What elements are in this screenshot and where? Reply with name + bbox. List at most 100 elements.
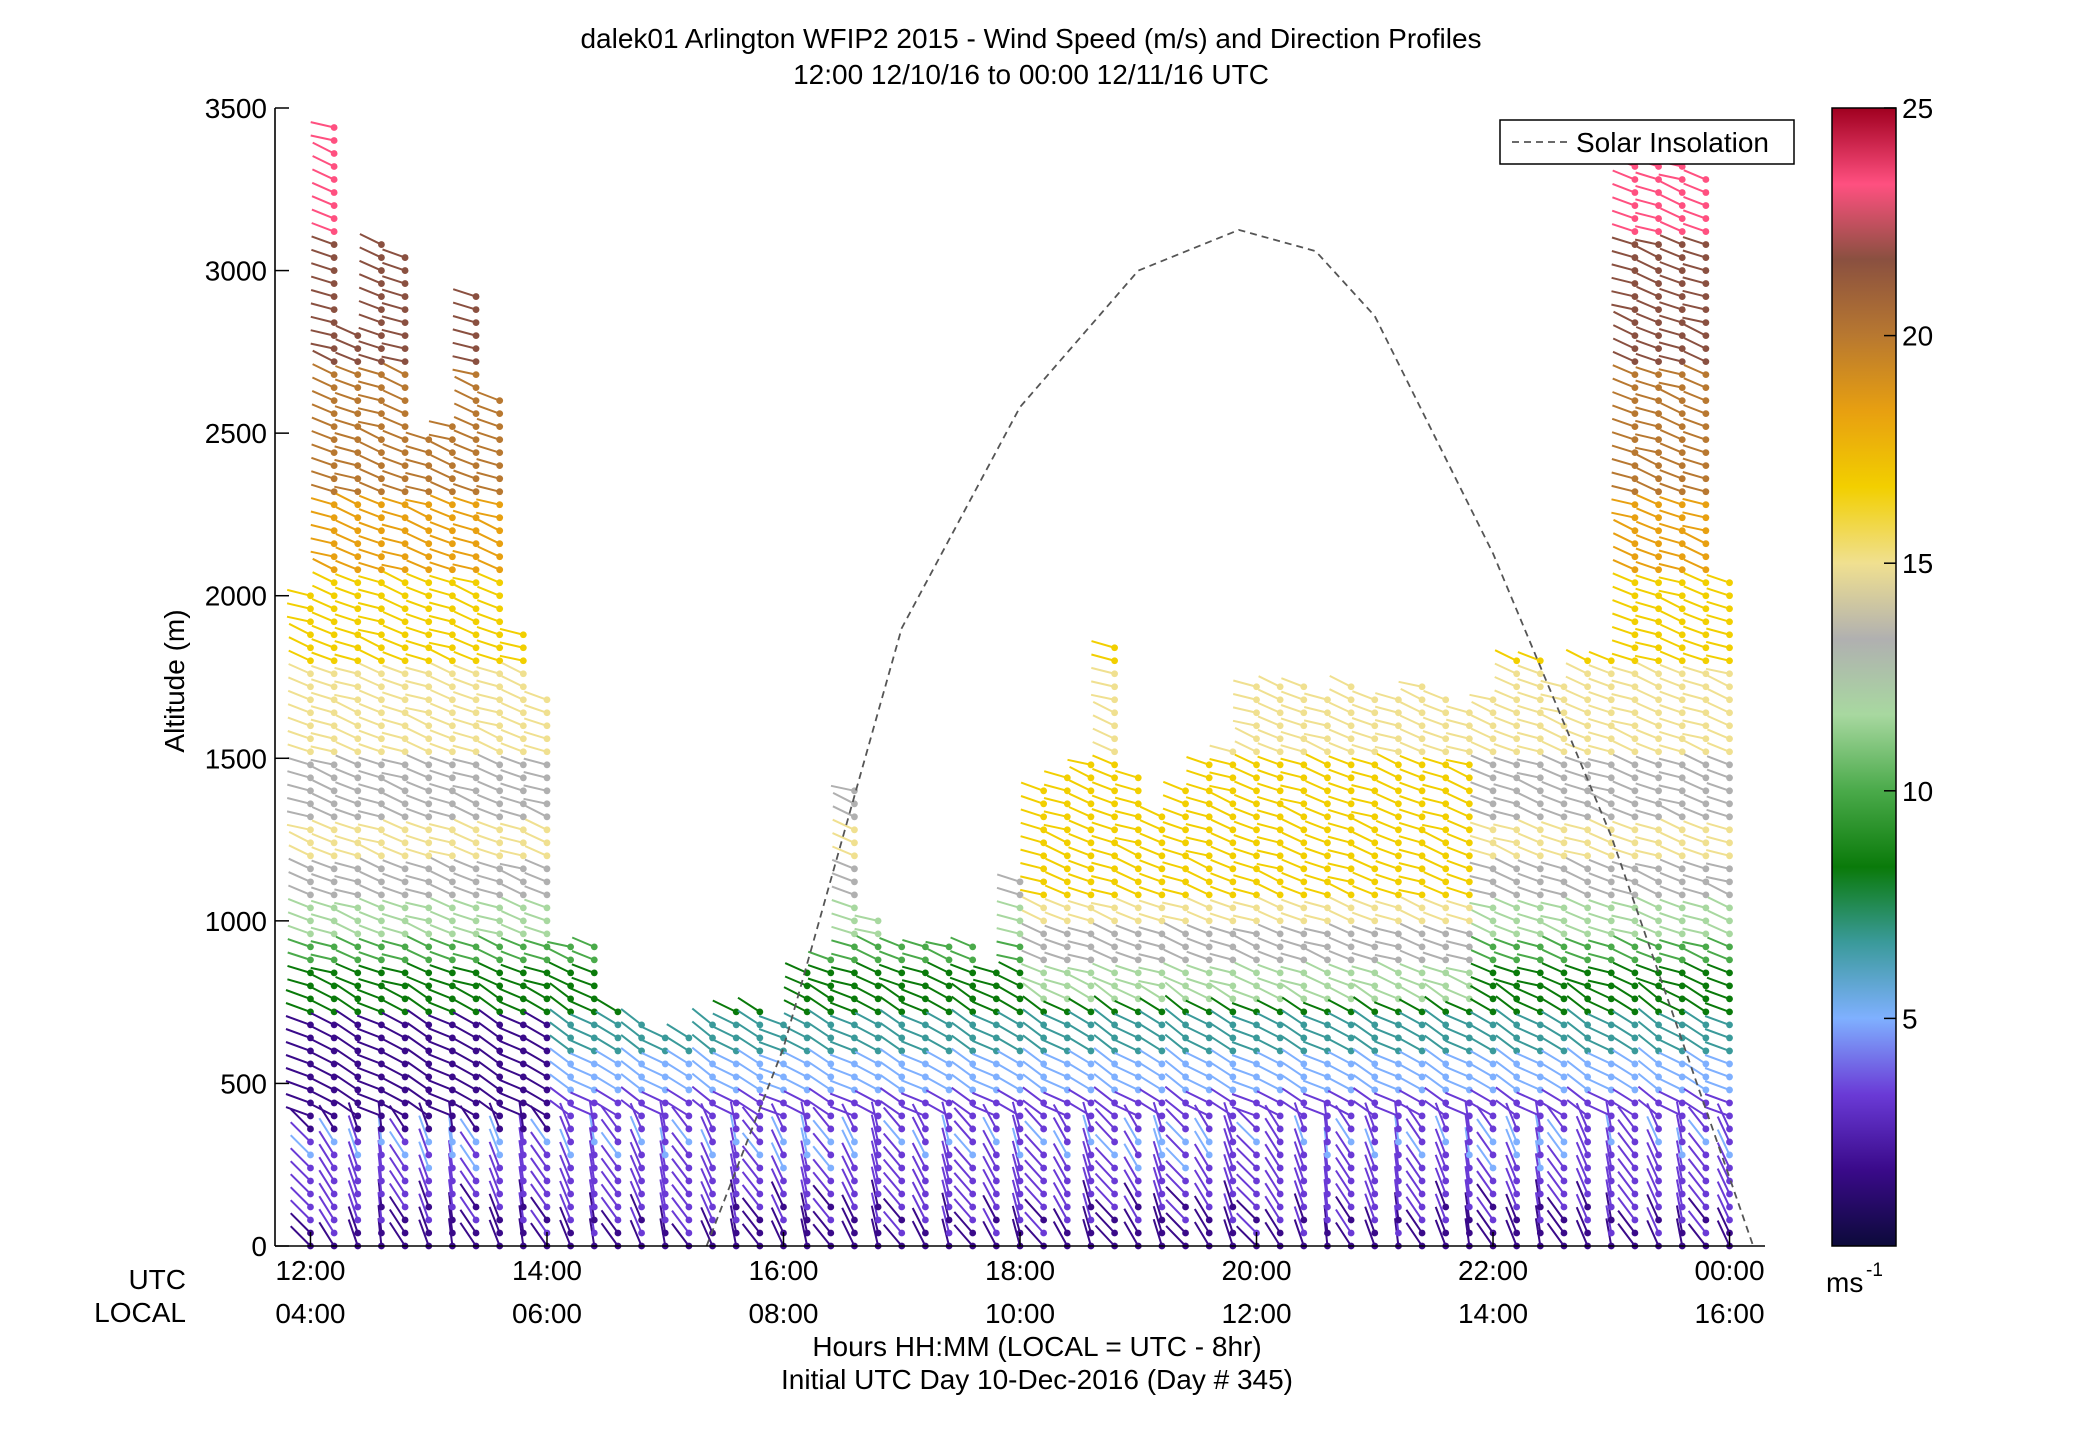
wind-barb-dot — [827, 1229, 835, 1237]
wind-barb — [856, 948, 879, 961]
wind-barb — [310, 470, 335, 480]
wind-barb — [629, 1206, 643, 1234]
wind-barb — [1327, 985, 1352, 1000]
wind-barb-dot — [1655, 384, 1662, 392]
wind-barb — [882, 1106, 903, 1130]
wind-barb-dot — [1560, 930, 1568, 938]
wind-barb-dot — [1253, 969, 1260, 977]
wind-barb-dot — [1324, 696, 1331, 704]
wind-barb — [1022, 1086, 1045, 1104]
wind-barb — [758, 1054, 784, 1065]
wind-barb — [1446, 859, 1470, 870]
wind-barb-dot — [1111, 1125, 1119, 1133]
wind-barb — [1646, 1180, 1660, 1208]
wind-barb — [381, 523, 406, 532]
wind-barb — [600, 1209, 619, 1234]
wind-barb-dot — [1489, 761, 1497, 769]
wind-barb-dot — [1134, 1060, 1142, 1068]
wind-barb — [1517, 886, 1541, 896]
wind-barb-dot — [969, 1216, 977, 1224]
wind-barb — [334, 418, 359, 428]
wind-barb-dot — [1324, 1177, 1331, 1185]
wind-barb-dot — [401, 449, 409, 457]
wind-barb-dot — [1182, 969, 1189, 977]
wind-barb-dot — [638, 1177, 645, 1185]
wind-barb — [671, 1196, 690, 1221]
wind-barb — [1138, 953, 1163, 961]
wind-barb — [1161, 901, 1186, 909]
wind-barb-dot — [330, 839, 338, 847]
wind-barb-dot — [898, 969, 906, 977]
wind-barb — [1516, 758, 1541, 766]
wind-barb — [1094, 1224, 1116, 1247]
wind-barb — [1517, 664, 1541, 675]
wind-barb — [1364, 1206, 1376, 1234]
wind-barb — [900, 1079, 926, 1091]
wind-barb-dot — [1607, 1047, 1615, 1055]
wind-barb-dot — [1560, 800, 1568, 808]
wind-barb — [1185, 823, 1210, 831]
wind-barb — [831, 952, 855, 961]
wind-barb — [1210, 1048, 1234, 1065]
wind-barb-dot — [685, 1034, 693, 1042]
wind-barb — [288, 831, 311, 844]
wind-barb — [452, 925, 477, 935]
wind-barb — [335, 559, 359, 571]
wind-barb-dot — [1584, 709, 1592, 717]
wind-barb — [629, 1154, 643, 1182]
wind-barb — [1305, 780, 1328, 792]
wind-barb — [1424, 1060, 1447, 1078]
wind-barb — [452, 939, 477, 948]
wind-barb-dot — [1205, 1138, 1213, 1146]
wind-barb — [1492, 836, 1517, 844]
wind-barb — [1566, 1021, 1589, 1039]
wind-barb-dot — [1347, 787, 1355, 795]
wind-barb — [1516, 1078, 1541, 1091]
wind-barb — [381, 510, 406, 519]
wind-barb — [1634, 641, 1659, 649]
wind-barb — [1612, 984, 1636, 1000]
wind-barb — [1376, 753, 1399, 766]
wind-barb-dot — [1371, 1177, 1379, 1185]
wind-barb — [501, 662, 524, 675]
wind-barb — [1658, 1038, 1683, 1052]
wind-barb — [382, 456, 406, 467]
wind-barb-dot — [921, 1229, 929, 1237]
wind-barb — [1019, 888, 1044, 896]
wind-barb — [1617, 1105, 1636, 1130]
wind-barb — [1139, 845, 1163, 857]
wind-barb-dot — [874, 1216, 882, 1224]
wind-barb-dot — [1465, 1008, 1473, 1016]
wind-barb-dot — [851, 1151, 858, 1159]
wind-barb — [808, 1009, 832, 1026]
wind-barb-dot — [330, 202, 338, 209]
wind-barb — [530, 1183, 548, 1208]
wind-barb-dot — [543, 761, 551, 769]
wind-barb — [1617, 1183, 1636, 1208]
wind-barb — [1470, 985, 1494, 1000]
wind-barb-dot — [1040, 1229, 1048, 1237]
wind-barb — [1405, 1196, 1423, 1221]
wind-barb-dot — [1205, 969, 1213, 977]
wind-barb-dot — [780, 1190, 787, 1198]
wind-barb — [1636, 688, 1659, 701]
wind-barb-dot — [1560, 1229, 1568, 1237]
wind-barb-dot — [1607, 722, 1615, 730]
wind-barb — [312, 571, 335, 584]
wind-barb-dot — [1395, 1216, 1402, 1224]
wind-barb-dot — [354, 345, 362, 353]
wind-barb — [405, 599, 430, 610]
wind-barb-dot — [496, 813, 504, 821]
wind-barb — [629, 1141, 643, 1169]
wind-barb — [1139, 1101, 1163, 1117]
wind-barb-dot — [1489, 1034, 1497, 1042]
wind-barb-dot — [330, 826, 338, 834]
wind-barb — [334, 586, 359, 597]
wind-barb-dot — [1513, 1099, 1521, 1107]
wind-barb — [1617, 1196, 1636, 1221]
wind-barb-dot — [1205, 943, 1213, 951]
wind-barb-dot — [1300, 1073, 1308, 1081]
wind-barb — [982, 1181, 998, 1208]
wind-barb-dot — [1631, 1203, 1639, 1211]
wind-barb-dot — [519, 787, 527, 795]
